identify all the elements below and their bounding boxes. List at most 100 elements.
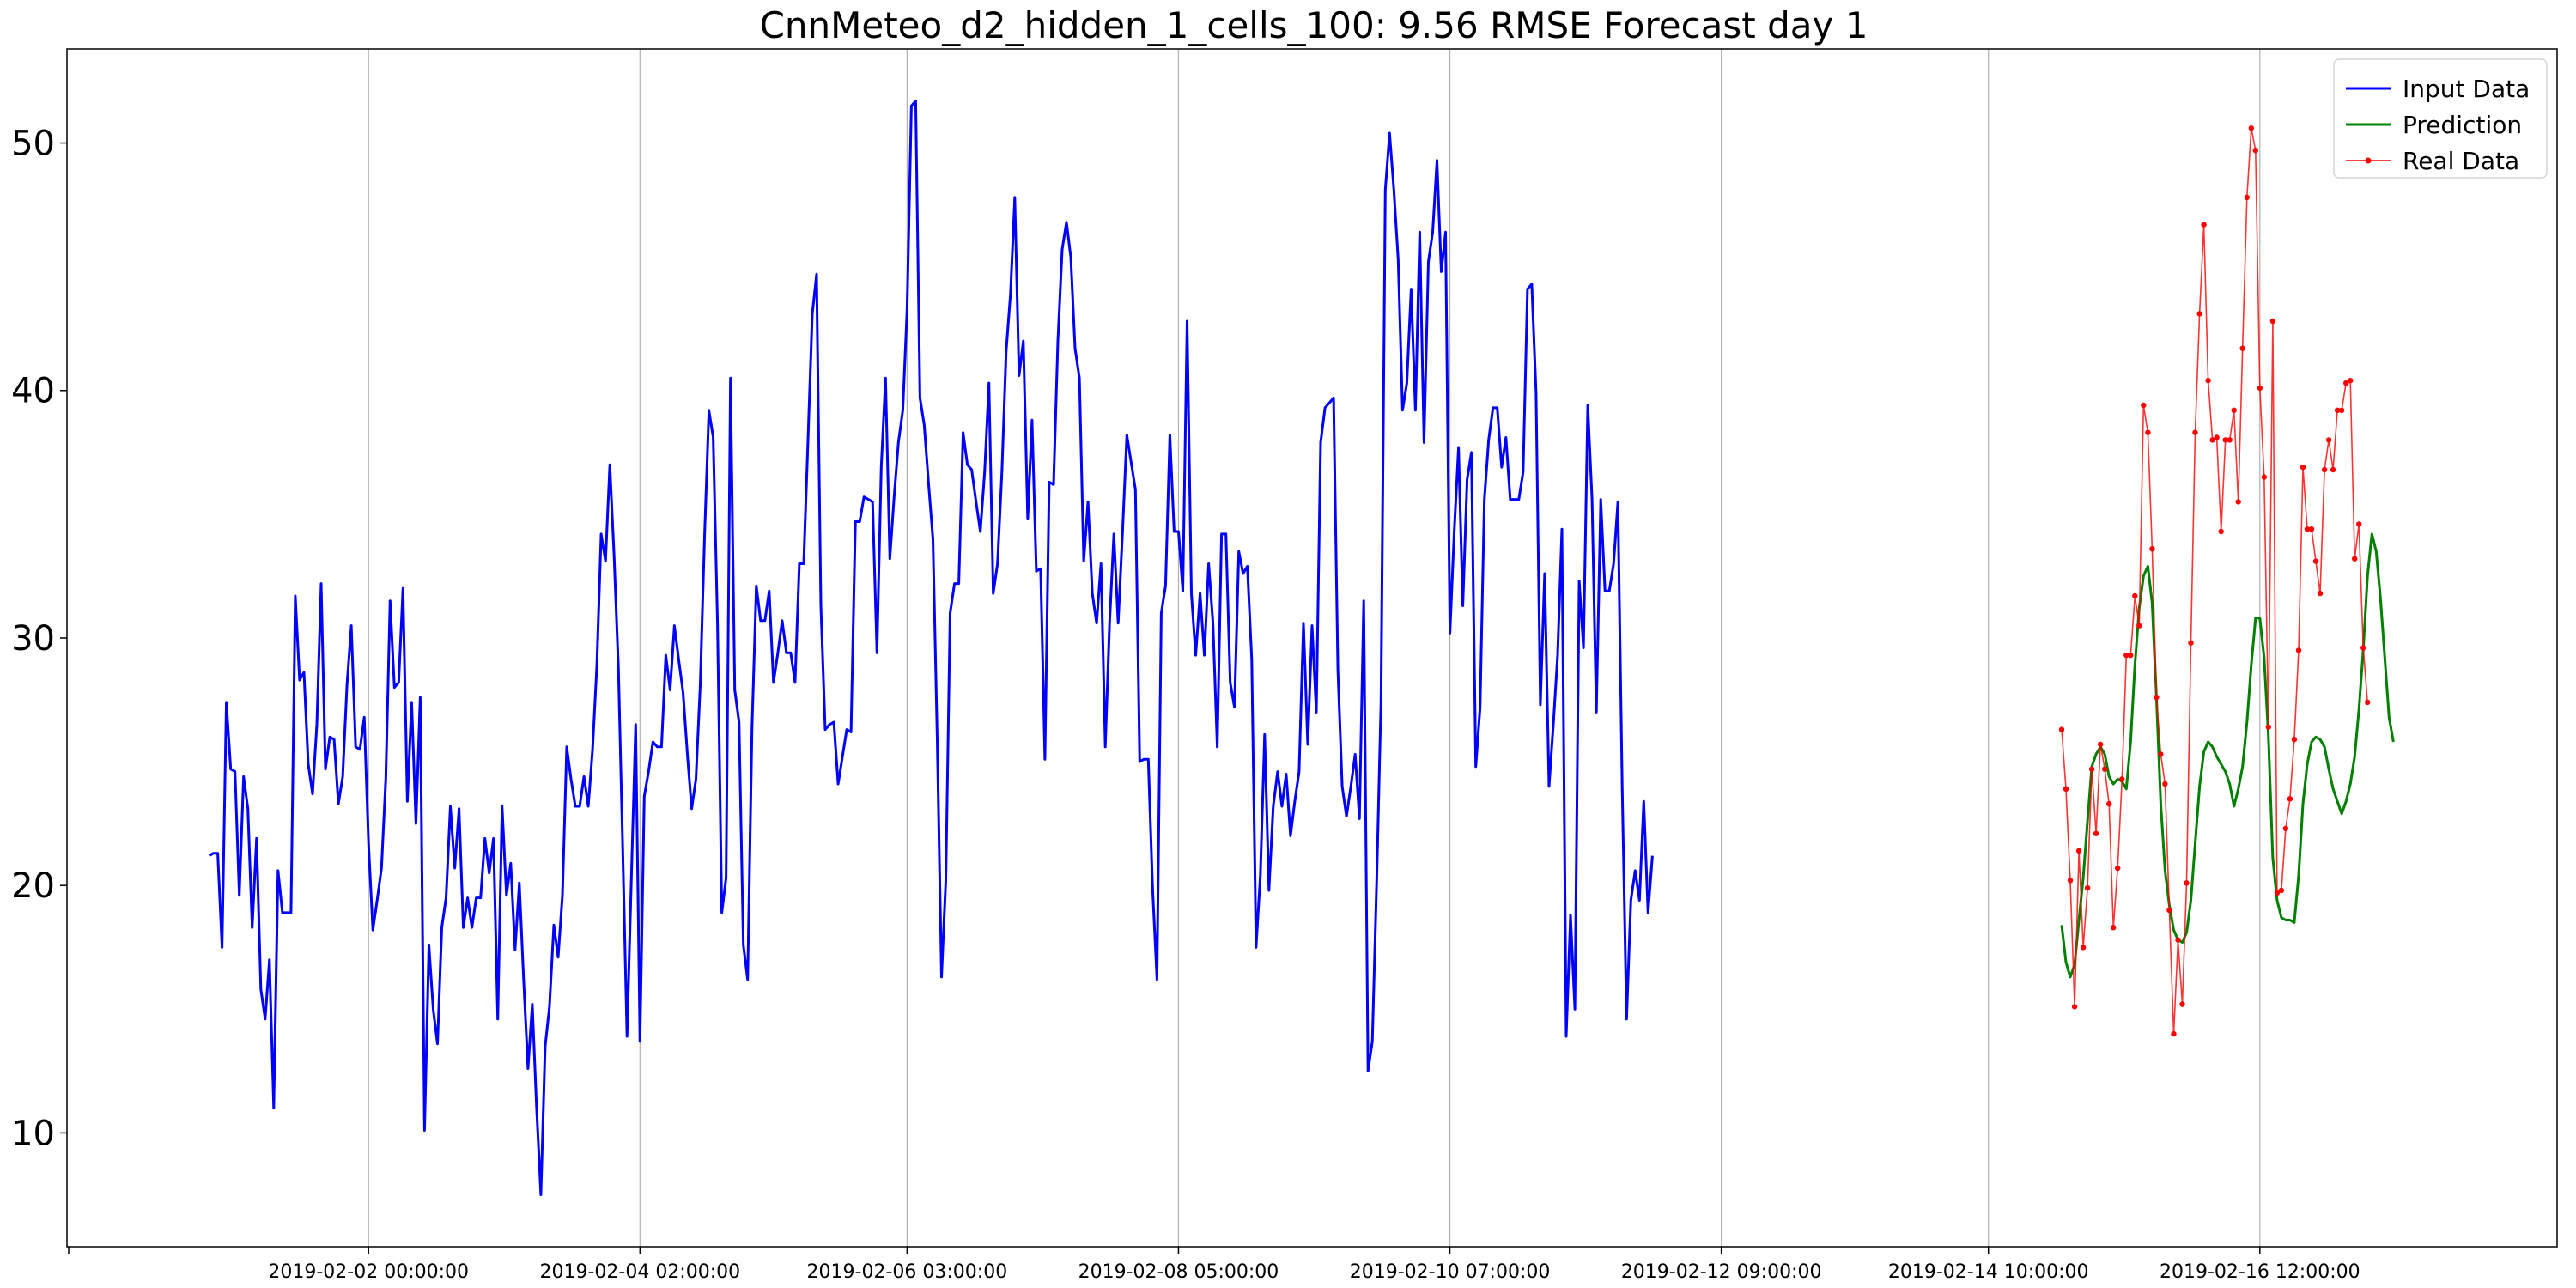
data-point xyxy=(2348,378,2354,384)
data-point xyxy=(2106,800,2112,807)
data-point xyxy=(2343,380,2349,386)
y-axis: 10 20 30 40 50 xyxy=(11,125,67,1153)
data-point xyxy=(2235,499,2241,505)
y-tick-label: 50 xyxy=(11,125,55,164)
data-point xyxy=(2274,890,2281,896)
data-point xyxy=(2158,751,2164,757)
data-point xyxy=(2141,402,2147,409)
data-point xyxy=(2356,521,2362,527)
legend-label: Input Data xyxy=(2403,75,2530,103)
data-point xyxy=(2205,378,2211,384)
data-point xyxy=(2067,878,2074,884)
data-point xyxy=(2218,528,2224,535)
data-point xyxy=(2338,407,2345,413)
data-point xyxy=(2365,699,2371,706)
data-point xyxy=(2075,848,2082,854)
data-point xyxy=(2287,796,2293,802)
data-point xyxy=(2201,222,2207,228)
data-point xyxy=(2192,429,2198,435)
series-layer xyxy=(208,100,2395,1196)
data-point xyxy=(2093,830,2099,836)
data-point xyxy=(2098,741,2104,748)
data-point xyxy=(2321,466,2328,473)
data-point xyxy=(2330,466,2336,473)
data-point xyxy=(2119,776,2125,782)
data-point xyxy=(2145,429,2151,435)
data-point xyxy=(2248,125,2254,131)
series-real-data xyxy=(2058,125,2371,1037)
data-point xyxy=(2325,437,2332,443)
data-point xyxy=(2352,556,2358,562)
data-point xyxy=(2196,311,2202,317)
x-tick-label: 2019-02-06 03:00:00 xyxy=(807,1261,1008,1283)
data-point xyxy=(2295,647,2302,653)
data-point xyxy=(2123,652,2129,659)
data-point xyxy=(2149,546,2155,552)
series-line xyxy=(2061,127,2368,1035)
data-point xyxy=(2304,526,2311,532)
data-point xyxy=(2188,640,2194,646)
data-point xyxy=(2084,884,2091,891)
data-point xyxy=(2278,887,2285,894)
x-tick-label: 2019-02-08 05:00:00 xyxy=(1078,1261,1279,1283)
data-point xyxy=(2132,592,2138,599)
data-point xyxy=(2088,766,2095,772)
data-point xyxy=(2115,865,2121,872)
y-tick-label: 10 xyxy=(11,1114,55,1153)
data-point xyxy=(2257,385,2263,392)
x-tick-label: 2019-02-12 09:00:00 xyxy=(1621,1261,1822,1283)
legend-marker xyxy=(2365,157,2372,164)
data-point xyxy=(2252,148,2258,154)
data-point xyxy=(2175,937,2181,943)
x-tick-label: 2019-02-04 02:00:00 xyxy=(539,1261,740,1283)
data-point xyxy=(2312,558,2319,564)
y-tick-label: 20 xyxy=(11,866,55,906)
data-point xyxy=(2239,345,2245,351)
data-point xyxy=(2058,726,2065,732)
data-point xyxy=(2071,1004,2078,1010)
grid-lines xyxy=(368,49,2261,1247)
data-point xyxy=(2282,825,2289,832)
data-point xyxy=(2136,623,2142,629)
data-point xyxy=(2261,474,2267,480)
data-point xyxy=(2308,526,2315,532)
data-point xyxy=(2269,318,2276,325)
x-axis: 2019-02-02 00:00:00 2019-02-04 02:00:00 20… xyxy=(68,1247,2360,1283)
series-input-data xyxy=(208,100,1654,1196)
series-line xyxy=(208,100,1654,1196)
data-point xyxy=(2162,781,2168,787)
data-point xyxy=(2214,434,2220,440)
y-tick-label: 30 xyxy=(11,619,55,659)
legend-entry: Input Data xyxy=(2346,75,2530,103)
x-tick-label: 2019-02-02 00:00:00 xyxy=(268,1261,469,1283)
data-point xyxy=(2291,736,2298,743)
data-point xyxy=(2063,786,2069,792)
data-point xyxy=(2184,880,2190,886)
data-point xyxy=(2300,464,2306,471)
legend-entry: Real Data xyxy=(2346,147,2519,175)
data-point xyxy=(2102,766,2108,772)
series-prediction xyxy=(2060,532,2395,979)
data-point xyxy=(2227,437,2233,443)
legend-entry: Prediction xyxy=(2346,111,2522,139)
data-point xyxy=(2209,437,2215,443)
data-point xyxy=(2154,694,2160,701)
data-point xyxy=(2166,907,2172,914)
x-tick-label: 2019-02-16 12:00:00 xyxy=(2160,1261,2360,1283)
data-point xyxy=(2317,590,2324,597)
data-point xyxy=(2171,1030,2177,1037)
legend: Input Data Prediction Real Data xyxy=(2333,58,2548,179)
chart-title: CnnMeteo_d2_hidden_1_cells_100: 9.56 RMS… xyxy=(760,4,1868,46)
x-tick-label: 2019-02-14 10:00:00 xyxy=(1888,1261,2089,1283)
data-point xyxy=(2080,945,2087,951)
legend-label: Real Data xyxy=(2403,147,2519,175)
y-tick-label: 40 xyxy=(11,372,55,411)
data-point xyxy=(2179,1001,2185,1007)
data-point xyxy=(2334,407,2341,413)
data-point xyxy=(2360,645,2366,651)
data-point xyxy=(2128,652,2134,659)
data-point xyxy=(2111,925,2117,931)
data-point xyxy=(2244,194,2250,201)
legend-label: Prediction xyxy=(2403,111,2522,139)
